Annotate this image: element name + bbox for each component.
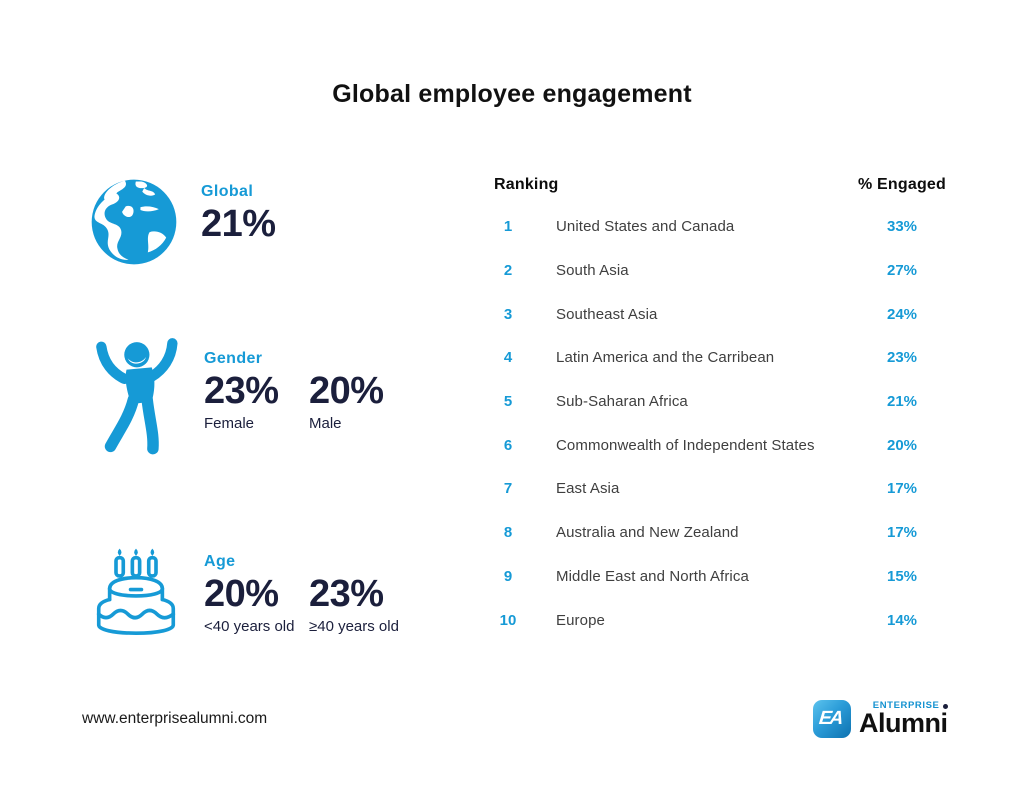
engaged-percent: 17%	[886, 480, 918, 498]
region-name: Sub-Saharan Africa	[556, 393, 688, 411]
website-url: www.enterprisealumni.com	[82, 710, 268, 727]
under40-caption: <40 years old	[204, 617, 295, 635]
region-name: Europe	[556, 611, 605, 629]
table-row: 5 Sub-Saharan Africa 21%	[494, 380, 946, 424]
age-over40-stat: 23% ≥40 years old	[309, 573, 414, 635]
table-row: 6 Commonwealth of Independent States 20%	[494, 423, 946, 467]
female-caption: Female	[204, 414, 255, 432]
stat-block-age: Age 20% <40 years old 23% ≥40 years old	[86, 543, 414, 652]
male-caption: Male	[309, 414, 342, 432]
gender-male-stat: 20% Male	[309, 370, 414, 432]
engaged-percent: 21%	[886, 393, 918, 411]
region-name: South Asia	[556, 262, 629, 280]
rank-number: 3	[503, 305, 513, 323]
region-name: Middle East and North Africa	[556, 567, 749, 585]
rank-number: 9	[503, 567, 513, 585]
region-name: Southeast Asia	[556, 305, 658, 323]
rank-number: 5	[503, 393, 513, 411]
table-row: 1 United States and Canada 33%	[494, 205, 946, 249]
rank-number: 8	[503, 524, 513, 542]
engaged-column-header: % Engaged	[857, 176, 946, 193]
table-row: 4 Latin America and the Carribean 23%	[494, 336, 946, 380]
age-under40-stat: 20% <40 years old	[204, 573, 309, 635]
rank-number: 6	[503, 436, 513, 454]
stat-global-value: 21%	[201, 203, 276, 245]
logo-dot	[942, 703, 948, 709]
engaged-percent: 33%	[886, 218, 918, 236]
page-title: Global employee engagement	[332, 80, 692, 108]
region-name: East Asia	[556, 480, 620, 498]
globe-icon	[88, 176, 180, 273]
stat-block-gender: Gender 23% Female 20% Male	[84, 333, 414, 464]
male-percent: 20%	[309, 370, 384, 412]
engaged-percent: 20%	[886, 436, 918, 454]
stat-block-global: Global 21%	[88, 176, 276, 273]
person-cheering-icon	[84, 333, 192, 464]
engaged-percent: 15%	[886, 567, 918, 585]
gender-female-stat: 23% Female	[204, 370, 309, 432]
over40-percent: 23%	[309, 573, 384, 615]
rank-number: 2	[503, 262, 513, 280]
rank-number: 4	[503, 349, 513, 367]
rank-number: 1	[503, 218, 513, 236]
rank-number: 7	[503, 480, 513, 498]
ranking-column-header: Ranking	[494, 176, 559, 193]
table-row: 9 Middle East and North Africa 15%	[494, 555, 946, 599]
rank-number: 10	[499, 611, 517, 629]
ea-logo-letters: EA	[818, 708, 843, 729]
stat-gender-label: Gender	[204, 350, 263, 367]
table-row: 2 South Asia 27%	[494, 249, 946, 293]
ea-logo-badge: EA	[813, 700, 851, 738]
region-name: United States and Canada	[556, 218, 735, 236]
logo-alumni-text: Alumni	[859, 707, 948, 738]
engaged-percent: 14%	[886, 611, 918, 629]
table-row: 3 Southeast Asia 24%	[494, 292, 946, 336]
stat-age-label: Age	[204, 553, 236, 570]
logo-enterprise-text: ENTERPRISE	[872, 700, 940, 712]
over40-caption: ≥40 years old	[309, 617, 399, 635]
engaged-percent: 23%	[886, 349, 918, 367]
under40-percent: 20%	[204, 573, 279, 615]
birthday-cake-icon	[86, 543, 186, 652]
engaged-percent: 17%	[886, 524, 918, 542]
engaged-percent: 24%	[886, 305, 918, 323]
ranking-table: Ranking % Engaged 1 United States and Ca…	[494, 176, 946, 642]
table-header-row: Ranking % Engaged	[494, 176, 946, 194]
logo-wordmark: ENTERPRISE Alumni	[859, 701, 948, 736]
enterprisealumni-logo: EA ENTERPRISE Alumni	[813, 700, 948, 738]
region-name: Latin America and the Carribean	[556, 349, 775, 367]
engaged-percent: 27%	[886, 262, 918, 280]
table-row: 7 East Asia 17%	[494, 467, 946, 511]
table-row: 8 Australia and New Zealand 17%	[494, 511, 946, 555]
stat-global-label: Global	[201, 183, 254, 200]
table-row: 10 Europe 14%	[494, 598, 946, 642]
female-percent: 23%	[204, 370, 279, 412]
region-name: Commonwealth of Independent States	[556, 436, 815, 454]
region-name: Australia and New Zealand	[556, 524, 739, 542]
table-body: 1 United States and Canada 33% 2 South A…	[494, 205, 946, 642]
